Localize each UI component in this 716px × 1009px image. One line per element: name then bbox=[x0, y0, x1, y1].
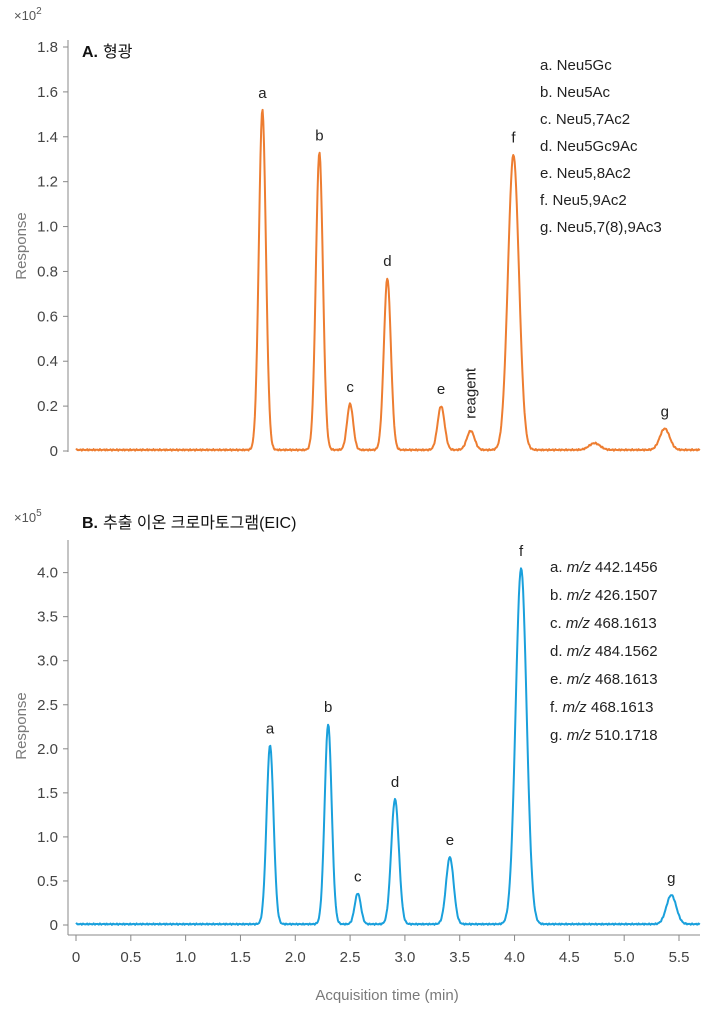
legend-item: e. Neu5,8Ac2 bbox=[540, 165, 631, 182]
panel-b-eic: ×105 Response 00.51.01.52.02.53.03.54.0 … bbox=[13, 508, 701, 1004]
y-tick-label: 0 bbox=[50, 443, 58, 460]
legend-item: f. Neu5,9Ac2 bbox=[540, 192, 627, 209]
y-tick-label: 0.4 bbox=[37, 353, 58, 370]
x-tick-label: 5.0 bbox=[614, 949, 635, 966]
x-tick-label: 2.0 bbox=[285, 949, 306, 966]
panel-a-fluorescence: ×102 Response 0 0.2 0.4 0.6 0.8 1.0 1.2 1.4 1.6 1… bbox=[13, 6, 701, 460]
x-tick-label: 0.5 bbox=[120, 949, 141, 966]
panel-b-y-axis-title: Response bbox=[13, 692, 30, 760]
peak-label-e: e bbox=[437, 381, 445, 398]
peak-label-g: g bbox=[661, 404, 669, 421]
peak-label-d: d bbox=[383, 253, 391, 270]
x-tick-label: 3.5 bbox=[449, 949, 470, 966]
peak-label-a: a bbox=[266, 720, 275, 737]
y-tick-label: 2.0 bbox=[37, 741, 58, 758]
x-tick-label: 5.5 bbox=[669, 949, 690, 966]
x-tick-label: 2.5 bbox=[340, 949, 361, 966]
peak-label-a: a bbox=[258, 85, 267, 102]
peak-label-b: b bbox=[315, 127, 323, 144]
legend-item: e. m/z 468.1613 bbox=[550, 671, 658, 688]
y-tick-label: 0.5 bbox=[37, 873, 58, 890]
y-tick-label: 1.6 bbox=[37, 84, 58, 101]
panel-b-title: B. 추출 이온 크로마토그램(EIC) bbox=[82, 514, 296, 532]
panel-a-peak-labels: a b c d e reagent f g bbox=[258, 85, 669, 421]
legend-item: a. Neu5Gc bbox=[540, 57, 612, 74]
panel-b-y-ticks: 0 0.5 1.0 1.5 2.0 2.5 3.0 3.5 4.0 bbox=[37, 565, 68, 934]
legend-item: c. m/z 468.1613 bbox=[550, 615, 657, 632]
legend-item: c. Neu5,7Ac2 bbox=[540, 111, 630, 128]
y-tick-label: 0 bbox=[50, 917, 58, 934]
legend-item: a. m/z 442.1456 bbox=[550, 559, 658, 576]
panel-a-y-multiplier: ×102 bbox=[14, 6, 42, 23]
peak-label-c: c bbox=[346, 379, 354, 396]
peak-label-c: c bbox=[354, 868, 362, 885]
legend-item: g. Neu5,7(8),9Ac3 bbox=[540, 219, 662, 236]
peak-label-g: g bbox=[667, 870, 675, 887]
y-tick-label: 3.5 bbox=[37, 609, 58, 626]
legend-item: g. m/z 510.1718 bbox=[550, 727, 658, 744]
panel-b-trace-group bbox=[75, 567, 701, 926]
peak-label-f: f bbox=[511, 130, 516, 147]
y-tick-label: 0.8 bbox=[37, 263, 58, 280]
legend-item: b. m/z 426.1507 bbox=[550, 587, 658, 604]
peak-label-reagent: reagent bbox=[463, 367, 480, 419]
y-tick-label: 3.0 bbox=[37, 653, 58, 670]
peak-label-d: d bbox=[391, 774, 399, 791]
panel-b-peak-labels: a b c d e f g bbox=[266, 543, 676, 887]
y-tick-label: 0.2 bbox=[37, 398, 58, 415]
legend-item: d. Neu5Gc9Ac bbox=[540, 138, 638, 155]
x-tick-label: 4.5 bbox=[559, 949, 580, 966]
y-tick-label: 1.0 bbox=[37, 219, 58, 236]
panel-a-y-ticks: 0 0.2 0.4 0.6 0.8 1.0 1.2 1.4 1.6 1.8 bbox=[37, 39, 68, 460]
y-tick-label: 0.6 bbox=[37, 308, 58, 325]
peak-label-b: b bbox=[324, 699, 332, 716]
panel-a-trace-group bbox=[75, 108, 701, 452]
legend-item: d. m/z 484.1562 bbox=[550, 643, 658, 660]
panel-a-trace bbox=[75, 108, 701, 452]
panel-a-legend: a. Neu5Gc b. Neu5Ac c. Neu5,7Ac2 d. Neu5Gc9… bbox=[540, 57, 662, 236]
peak-label-e: e bbox=[446, 832, 454, 849]
peak-label-f: f bbox=[519, 543, 524, 560]
y-tick-label: 1.2 bbox=[37, 174, 58, 191]
panel-a-title: A. 형광 bbox=[82, 43, 133, 61]
legend-item: b. Neu5Ac bbox=[540, 84, 611, 101]
y-tick-label: 1.8 bbox=[37, 39, 58, 56]
y-tick-label: 1.0 bbox=[37, 829, 58, 846]
panel-a-y-axis-title: Response bbox=[13, 212, 30, 280]
x-tick-label: 3.0 bbox=[394, 949, 415, 966]
x-tick-label: 4.0 bbox=[504, 949, 525, 966]
x-tick-label: 1.0 bbox=[175, 949, 196, 966]
y-tick-label: 2.5 bbox=[37, 697, 58, 714]
panel-b-y-multiplier: ×105 bbox=[14, 508, 42, 525]
x-tick-label: 0 bbox=[72, 949, 80, 966]
legend-item: f. m/z 468.1613 bbox=[550, 699, 653, 716]
y-tick-label: 1.4 bbox=[37, 129, 58, 146]
panel-b-legend: a. m/z 442.1456 b. m/z 426.1507 c. m/z 468… bbox=[550, 559, 658, 744]
panel-b-trace bbox=[75, 567, 701, 926]
y-tick-label: 4.0 bbox=[37, 565, 58, 582]
x-axis-title: Acquisition time (min) bbox=[315, 987, 458, 1004]
y-tick-label: 1.5 bbox=[37, 785, 58, 802]
x-axis-ticks: 0 0.5 1.0 1.5 2.0 2.5 3.0 3.5 4.0 4.5 5.0 5.5 bbox=[72, 935, 690, 966]
x-tick-label: 1.5 bbox=[230, 949, 251, 966]
